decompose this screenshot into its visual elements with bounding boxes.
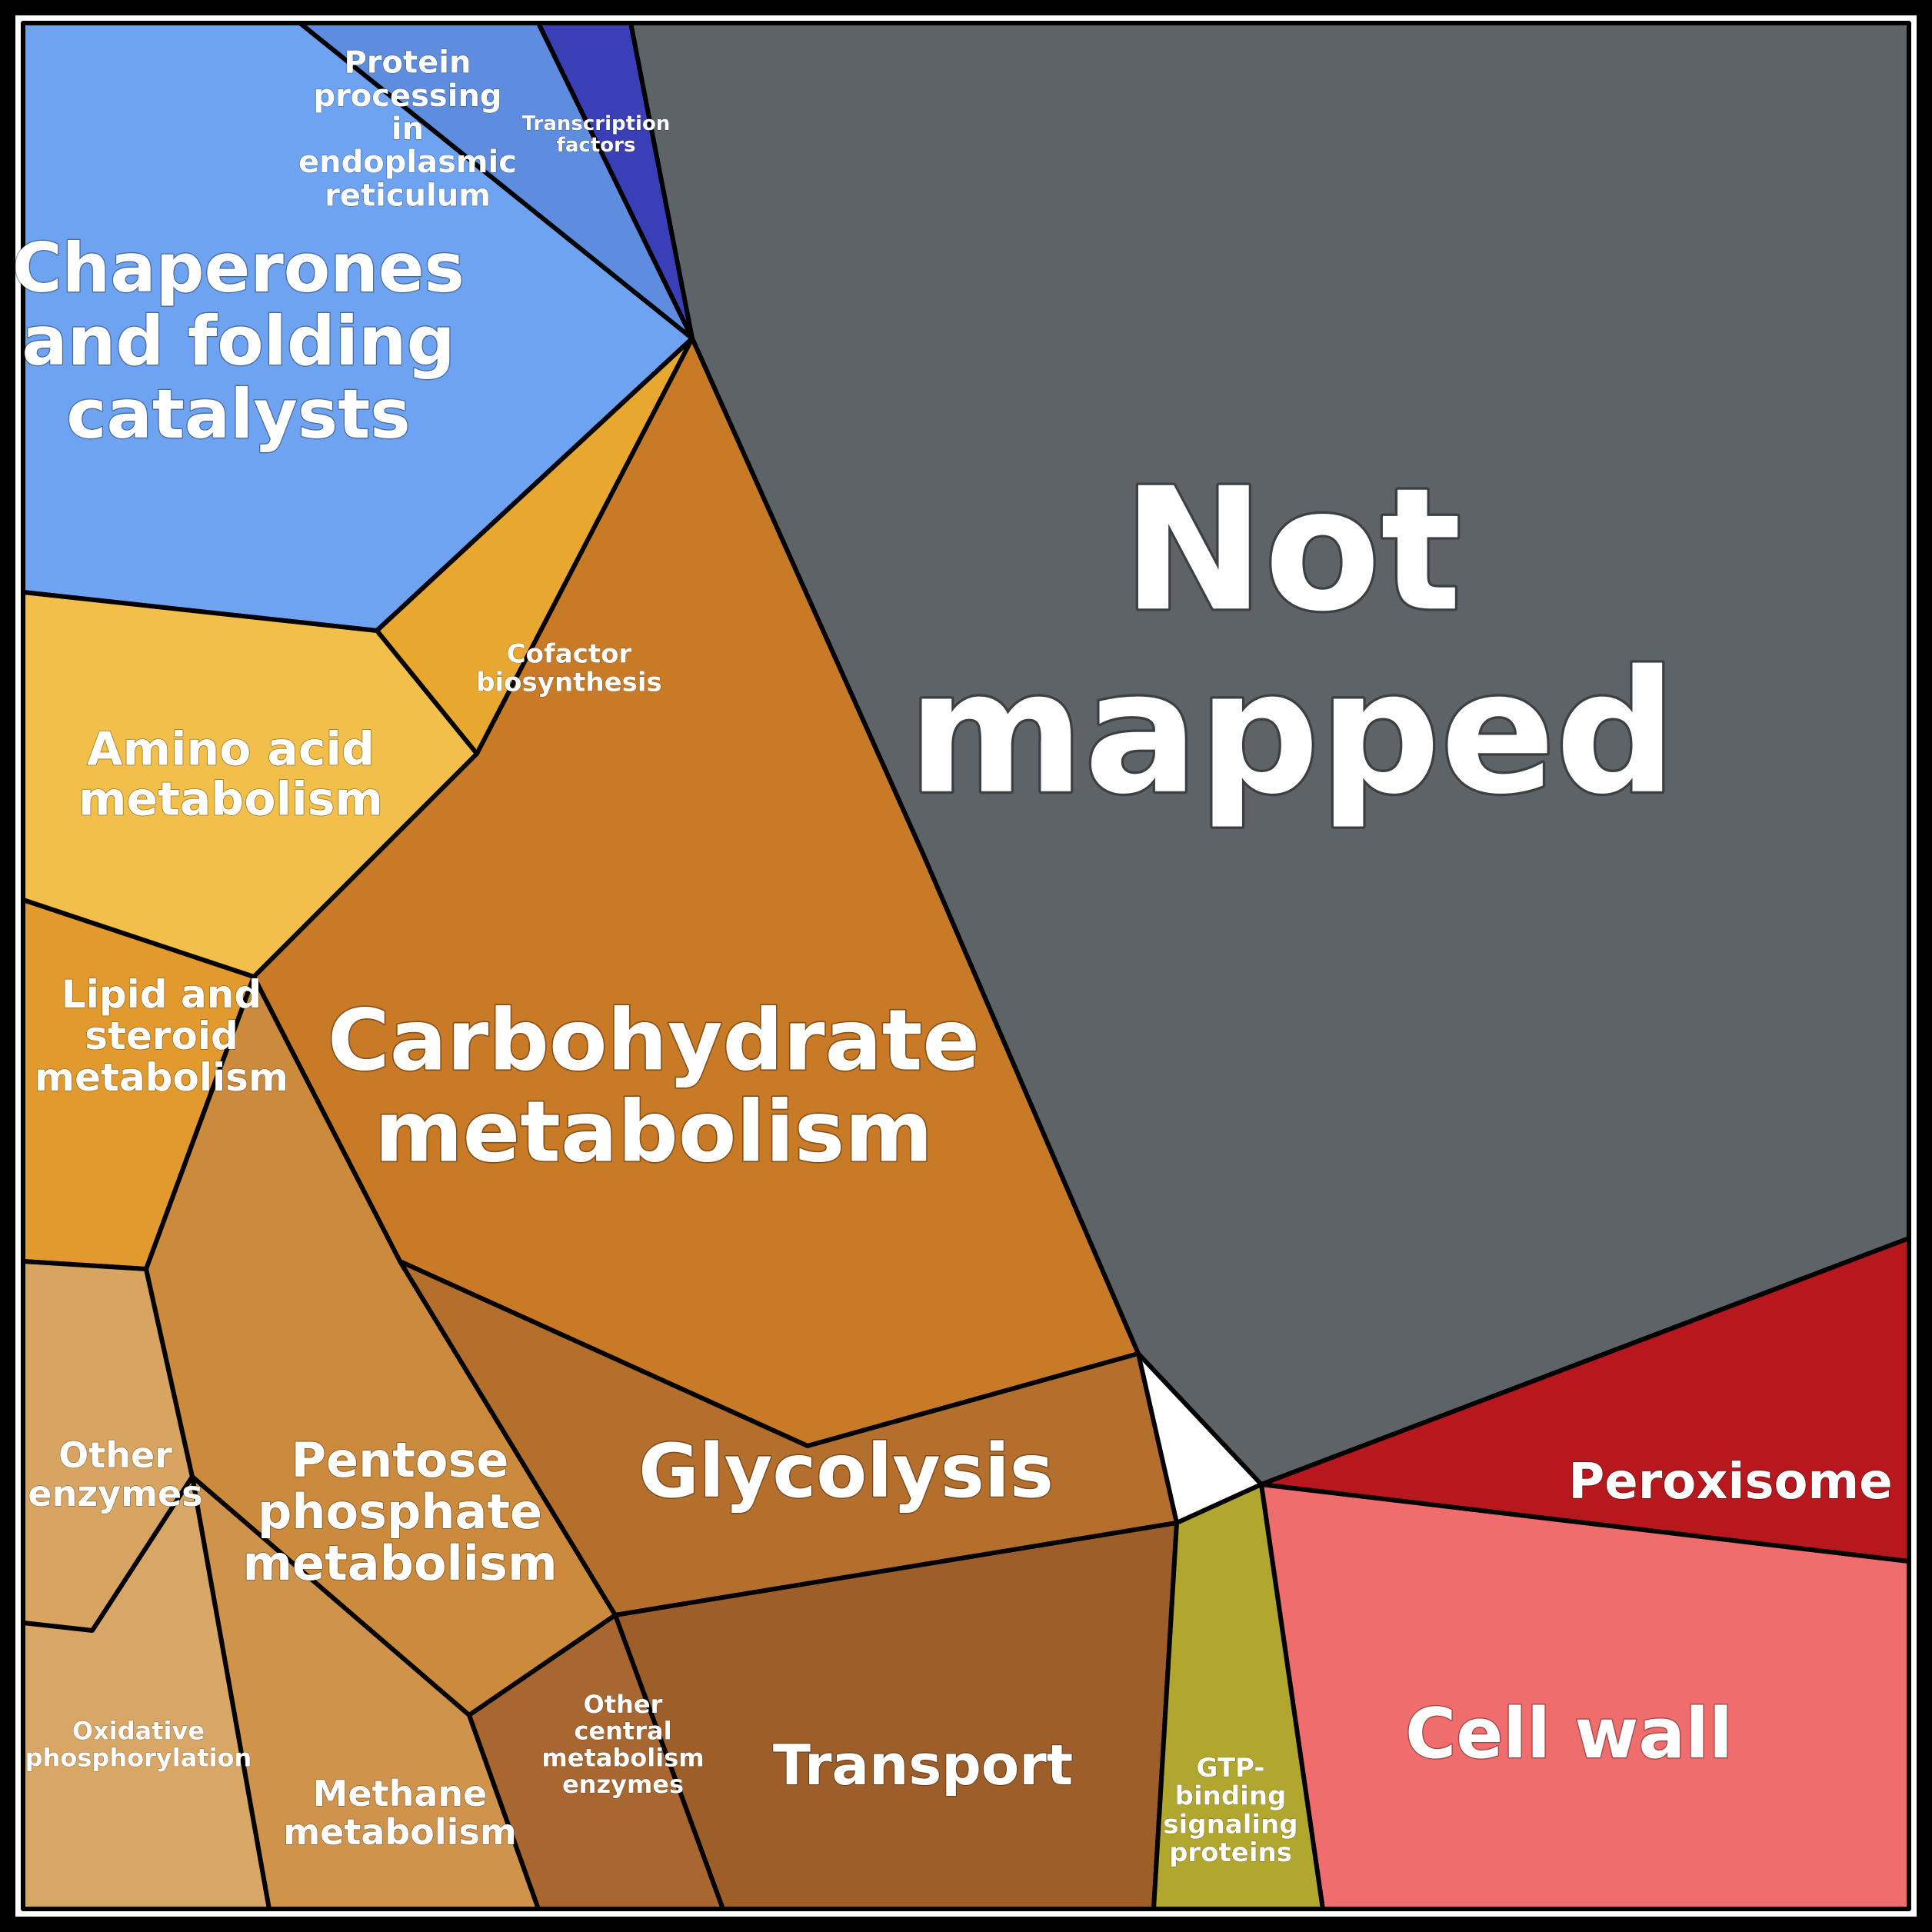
label-methane: Methanemetabolism bbox=[283, 1773, 517, 1853]
label-chaperones: Chaperonesand foldingcatalysts bbox=[12, 228, 465, 454]
voronoi-treemap: NotmappedChaperonesand foldingcatalystsP… bbox=[0, 0, 1932, 1932]
label-transport: Transport bbox=[773, 1733, 1073, 1797]
label-cell-wall: Cell wall bbox=[1405, 1694, 1733, 1774]
label-peroxisome: Peroxisome bbox=[1568, 1454, 1892, 1511]
label-glycolysis: Glycolysis bbox=[638, 1428, 1054, 1514]
label-carbohydrate: Carbohydratemetabolism bbox=[328, 991, 980, 1181]
label-amino-acid: Amino acidmetabolism bbox=[78, 722, 383, 826]
